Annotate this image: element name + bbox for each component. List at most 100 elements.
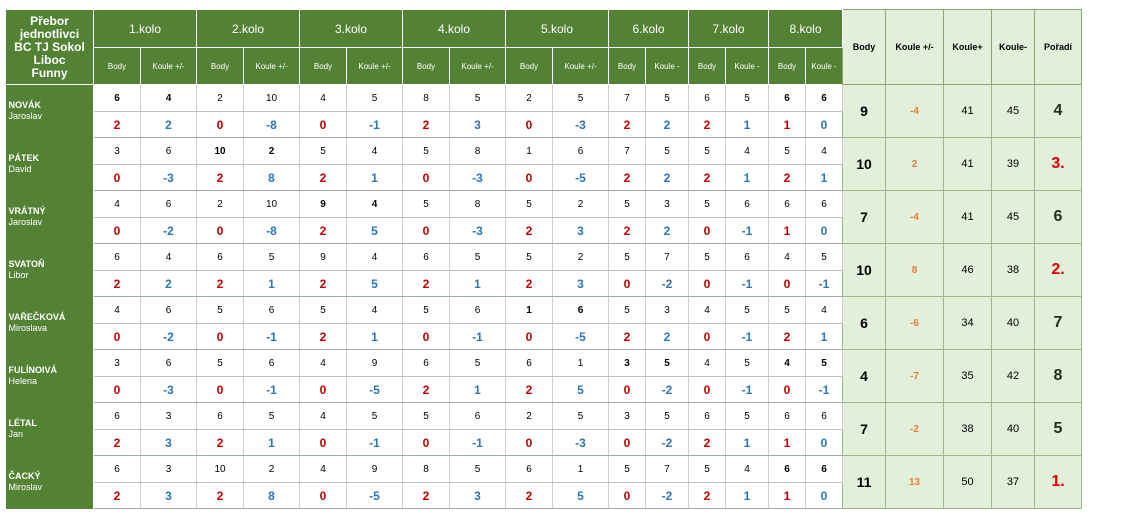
result-koule-diff: 3 — [449, 111, 506, 138]
result-koule-diff: -3 — [552, 111, 609, 138]
summary-koule-diff: -4 — [885, 190, 944, 244]
result-koule-diff: -2 — [645, 482, 689, 509]
result-points: 0 — [688, 270, 726, 297]
score-cell: 5 — [243, 243, 300, 271]
score-cell: 6 — [93, 455, 141, 483]
result-points: 2 — [505, 217, 553, 244]
sub-header-koule: Koule +/- — [552, 47, 609, 85]
score-cell: 5 — [299, 296, 347, 324]
round-header: 7.kolo — [688, 9, 769, 48]
result-koule-diff: -1 — [725, 217, 769, 244]
summary-poradi: 4 — [1034, 84, 1082, 138]
result-points: 2 — [93, 111, 141, 138]
score-cell: 5 — [243, 402, 300, 430]
player-last-name: PÁTEK — [8, 153, 40, 163]
result-koule-diff: 2 — [140, 270, 197, 297]
score-cell: 6 — [505, 349, 553, 377]
result-points: 0 — [768, 376, 806, 403]
summary-koule-plus: 41 — [943, 190, 992, 244]
result-koule-diff: 0 — [805, 482, 843, 509]
result-koule-diff: 1 — [725, 111, 769, 138]
score-cell: 5 — [725, 296, 769, 324]
score-cell: 6 — [93, 243, 141, 271]
result-koule-diff: 0 — [805, 217, 843, 244]
score-cell: 6 — [552, 137, 609, 165]
score-cell: 5 — [645, 84, 689, 112]
result-points: 2 — [688, 429, 726, 456]
summary-poradi: 2. — [1034, 243, 1082, 297]
result-points: 0 — [505, 429, 553, 456]
sub-header-koule: Koule - — [805, 47, 843, 85]
result-koule-diff: 3 — [449, 482, 506, 509]
result-koule-diff: 1 — [243, 270, 300, 297]
result-points: 2 — [402, 270, 450, 297]
score-cell: 2 — [552, 190, 609, 218]
table-row: 0 -3 0 -1 0 -5 2 1 2 5 0 -2 0 -1 0 -1 — [6, 376, 1082, 403]
result-points: 2 — [299, 270, 347, 297]
player-name-cell: VRÁTNÝ Jaroslav — [5, 190, 94, 244]
result-koule-diff: -1 — [346, 429, 403, 456]
score-cell: 6 — [725, 190, 769, 218]
result-points: 2 — [93, 270, 141, 297]
result-koule-diff: -1 — [725, 376, 769, 403]
player-last-name: LÉTAL — [8, 418, 37, 428]
score-cell: 4 — [346, 137, 403, 165]
score-cell: 6 — [449, 402, 506, 430]
result-points: 0 — [402, 429, 450, 456]
player-rows: NOVÁK Jaroslav 6 4 2 10 4 5 8 5 2 5 7 5 6 5 6 6 9 -4 41 45 4 2 2… — [5, 84, 1082, 509]
result-points: 0 — [93, 376, 141, 403]
score-cell: 4 — [346, 296, 403, 324]
sub-header-body: Body — [768, 47, 806, 85]
score-cell: 3 — [140, 455, 197, 483]
score-cell: 5 — [805, 243, 843, 271]
summary-koule-diff: -6 — [885, 296, 944, 350]
score-cell: 5 — [608, 296, 646, 324]
result-points: 0 — [402, 164, 450, 191]
score-cell: 5 — [688, 190, 726, 218]
result-points: 2 — [402, 482, 450, 509]
score-cell: 1 — [552, 349, 609, 377]
score-cell: 5 — [505, 243, 553, 271]
score-cell: 5 — [449, 243, 506, 271]
table-row: FULÍNOIVÁ Helena 3 6 5 6 4 9 6 5 6 1 3 5 4 5 4 5 4 -7 35 42 8 — [5, 349, 1082, 403]
table-row: 0 -3 2 8 2 1 0 -3 0 -5 2 2 2 1 2 1 — [6, 164, 1082, 191]
result-koule-diff: 0 — [805, 111, 843, 138]
score-cell: 6 — [243, 296, 300, 324]
summary-poradi: 5 — [1034, 402, 1082, 456]
summary-koule-minus: 39 — [991, 137, 1035, 191]
score-cell: 5 — [608, 455, 646, 483]
score-cell: 5 — [608, 190, 646, 218]
sub-header-koule: Koule +/- — [243, 47, 300, 85]
result-koule-diff: -1 — [449, 429, 506, 456]
score-cell: 5 — [346, 402, 403, 430]
score-cell: 5 — [725, 402, 769, 430]
result-koule-diff: 1 — [725, 429, 769, 456]
result-points: 1 — [768, 217, 806, 244]
result-koule-diff: 2 — [140, 111, 197, 138]
score-cell: 4 — [688, 296, 726, 324]
player-name-cell: SVATOŇ Libor — [5, 243, 94, 297]
summary-koule-minus: 38 — [991, 243, 1035, 297]
result-koule-diff: 2 — [645, 217, 689, 244]
result-points: 2 — [608, 111, 646, 138]
score-cell: 5 — [402, 137, 450, 165]
result-koule-diff: -2 — [140, 323, 197, 350]
score-cell: 4 — [93, 296, 141, 324]
score-cell: 5 — [552, 402, 609, 430]
result-points: 0 — [608, 429, 646, 456]
score-cell: 4 — [346, 243, 403, 271]
score-cell: 4 — [805, 137, 843, 165]
score-cell: 6 — [196, 243, 244, 271]
score-cell: 6 — [402, 243, 450, 271]
score-cell: 6 — [805, 402, 843, 430]
score-cell: 5 — [505, 190, 553, 218]
score-cell: 5 — [805, 349, 843, 377]
result-points: 1 — [768, 111, 806, 138]
result-koule-diff: 1 — [243, 429, 300, 456]
score-cell: 5 — [196, 296, 244, 324]
result-koule-diff: 3 — [552, 270, 609, 297]
result-koule-diff: 8 — [243, 482, 300, 509]
result-koule-diff: -5 — [552, 323, 609, 350]
score-cell: 6 — [449, 296, 506, 324]
summary-body: 7 — [842, 402, 886, 456]
